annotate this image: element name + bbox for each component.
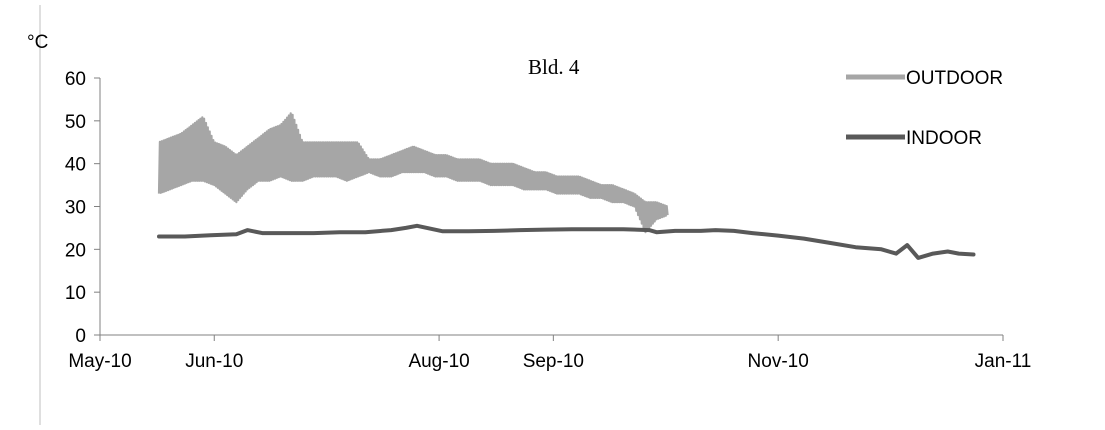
x-tick-label: Jan-11 [975, 351, 1032, 372]
legend-label-indoor: INDOOR [906, 128, 982, 149]
y-tick-label: 10 [65, 283, 86, 304]
y-tick-label: 40 [65, 155, 86, 176]
legend-label-outdoor: OUTDOOR [906, 68, 1003, 89]
y-tick-label: 50 [65, 112, 86, 133]
y-tick-label: 0 [75, 326, 86, 347]
x-tick-label: Aug-10 [408, 351, 469, 372]
y-tick-label: 60 [65, 69, 86, 90]
y-axis-unit: °C [27, 32, 48, 53]
x-tick-label: Jun-10 [185, 351, 243, 372]
x-axis: May-10 Jun-10 Aug-10 Sep-10 Nov-10 Jan-11 [68, 334, 1032, 372]
x-tick-label: May-10 [68, 351, 131, 372]
x-tick-label: Nov-10 [748, 351, 809, 372]
outdoor-series-line [157, 112, 669, 234]
y-tick-label: 30 [65, 198, 86, 219]
plot-area [157, 112, 976, 260]
indoor-series-line [157, 223, 976, 260]
x-tick-label: Sep-10 [523, 351, 584, 372]
y-axis: 0 10 20 30 40 50 60 [65, 69, 101, 347]
legend: OUTDOOR INDOOR [846, 68, 1003, 149]
y-tick-label: 20 [65, 240, 86, 261]
chart-title: Bld. 4 [528, 55, 580, 79]
